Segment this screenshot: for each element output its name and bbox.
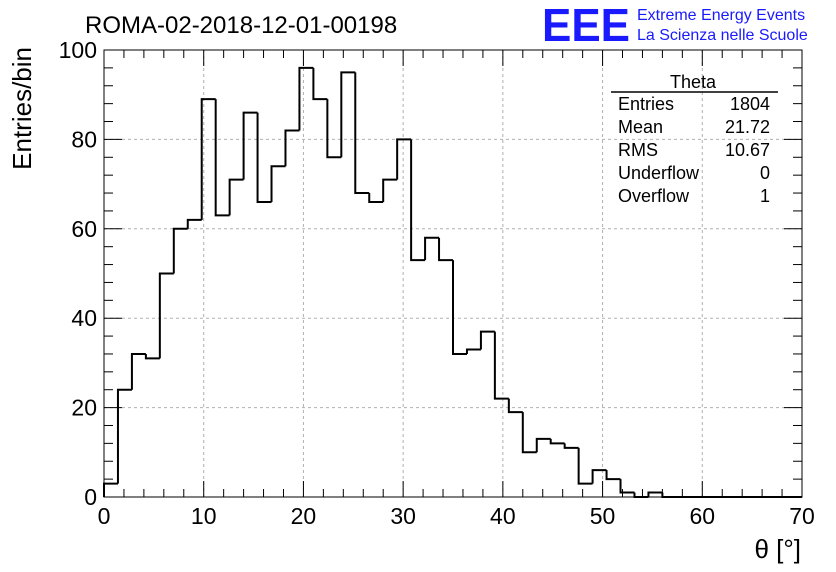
histogram-bin: [186, 218, 202, 229]
stats-row-label: RMS: [618, 140, 658, 160]
chart-title: ROMA-02-2018-12-01-00198: [85, 12, 397, 39]
histogram-bin: [354, 72, 370, 195]
histogram-bin: [424, 236, 440, 261]
y-tick-label: 0: [84, 484, 97, 510]
histogram-bin: [591, 469, 607, 484]
eee-logo: EEE Extreme Energy Events La Scienza nel…: [542, 0, 808, 51]
histogram-bin: [284, 129, 300, 167]
histogram-bin: [144, 353, 160, 360]
histogram-bin: [340, 71, 356, 158]
histogram-bin: [326, 99, 342, 159]
y-tick-label: 20: [71, 395, 97, 421]
histogram-bin: [172, 227, 188, 274]
histogram-bin: [549, 438, 565, 445]
x-axis-label: θ [°]: [754, 534, 801, 564]
stats-box: Theta Entries 1804 Mean 21.72 RMS 10.67 Underf…: [611, 72, 778, 206]
histogram-bin: [633, 492, 649, 498]
eee-logo-mark: EEE: [542, 0, 630, 51]
histogram-bin: [270, 165, 286, 202]
histogram-bin: [242, 111, 258, 180]
stats-row-value: 10.67: [725, 140, 770, 160]
histogram-bin: [396, 138, 412, 180]
y-tick-label: 60: [71, 216, 97, 242]
stats-row-value: 1: [760, 186, 770, 206]
histogram-bin: [298, 66, 314, 131]
x-tick-label: 60: [689, 503, 715, 529]
histogram-bin: [535, 437, 551, 453]
x-tick-label: 30: [390, 503, 416, 529]
histogram-bin: [382, 178, 398, 202]
stats-row-value: 0: [760, 163, 770, 183]
histogram-bin: [228, 178, 244, 216]
histogram-bin: [256, 112, 272, 203]
histogram-bin: [605, 470, 621, 481]
x-tick-label: 10: [191, 503, 217, 529]
stats-row-value: 1804: [730, 94, 770, 114]
x-tick-label: 40: [490, 503, 516, 529]
stats-row-value: 21.72: [725, 117, 770, 137]
histogram-bin: [438, 237, 453, 262]
histogram-bin: [103, 482, 118, 497]
histogram-bin: [521, 412, 537, 454]
stats-box-rows: Entries 1804 Mean 21.72 RMS 10.67 Underflow 0 Ov…: [618, 94, 770, 206]
eee-logo-line1: Extreme Energy Events: [637, 7, 805, 24]
x-tick-label: 70: [789, 503, 815, 529]
histogram-bin: [563, 443, 579, 449]
histogram-bin: [368, 193, 384, 203]
histogram-bin: [577, 447, 593, 485]
histogram-bin: [200, 98, 216, 220]
histogram-layer: [103, 66, 802, 498]
histogram-bin: [452, 260, 467, 355]
plot-frame: [103, 49, 803, 498]
y-tick-label: 40: [71, 305, 97, 331]
histogram-bin: [507, 398, 523, 414]
histogram-bin: [661, 492, 802, 498]
x-tick-label: 50: [590, 503, 616, 529]
histogram-bin: [130, 352, 146, 390]
histogram-bin: [410, 139, 426, 262]
y-axis-label: Entries/bin: [7, 47, 37, 170]
histogram-bin: [479, 330, 495, 350]
y-tick-label: 80: [71, 126, 97, 152]
histogram-bin: [158, 272, 174, 359]
eee-logo-line2: La Scienza nelle Scuole: [637, 27, 808, 44]
histogram-bin: [619, 479, 635, 494]
x-tick-label: 20: [291, 503, 317, 529]
x-tick-label: 0: [98, 503, 111, 529]
stats-row-label: Mean: [618, 117, 663, 137]
histogram-bin: [465, 348, 481, 354]
histogram-bin: [312, 67, 328, 101]
histogram-bin: [116, 388, 132, 484]
stats-row-label: Entries: [618, 94, 674, 114]
histogram-bin: [647, 491, 663, 497]
histogram-bin: [493, 331, 509, 400]
stats-row-label: Underflow: [618, 163, 700, 183]
grid-layer: [104, 50, 802, 497]
y-tick-label: 100: [59, 37, 97, 63]
stats-box-title: Theta: [670, 72, 717, 92]
stats-row-label: Overflow: [618, 186, 690, 206]
histogram-bin: [214, 99, 230, 217]
tick-layer: [103, 49, 803, 498]
